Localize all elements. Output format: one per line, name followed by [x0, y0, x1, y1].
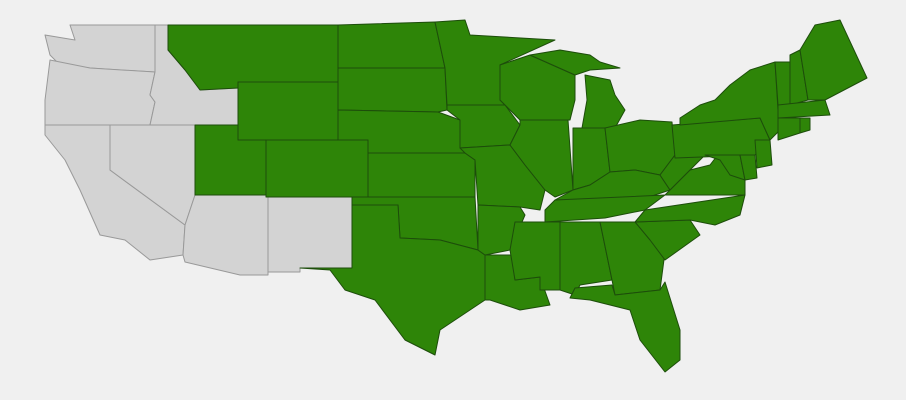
state-nj[interactable] [754, 139, 773, 169]
state-de[interactable] [739, 154, 758, 181]
state-fl[interactable] [569, 281, 681, 373]
state-sd[interactable] [337, 67, 448, 113]
state-oh[interactable] [604, 119, 676, 176]
state-vt[interactable] [774, 61, 791, 106]
state-tx[interactable] [299, 204, 486, 356]
state-ks[interactable] [367, 152, 476, 198]
state-me[interactable] [799, 19, 868, 101]
state-nd[interactable] [337, 21, 446, 69]
state-nm[interactable] [267, 196, 353, 273]
state-az[interactable] [182, 194, 269, 276]
state-il[interactable] [509, 119, 574, 198]
state-ri[interactable] [799, 117, 811, 134]
state-mi[interactable] [581, 74, 626, 129]
state-wy[interactable] [237, 81, 339, 141]
state-mt[interactable] [167, 24, 339, 91]
state-md[interactable] [704, 154, 746, 181]
state-co[interactable] [265, 139, 369, 198]
state-mi[interactable] [529, 49, 621, 76]
state-ma[interactable] [777, 99, 831, 119]
state-ct[interactable] [777, 117, 801, 141]
